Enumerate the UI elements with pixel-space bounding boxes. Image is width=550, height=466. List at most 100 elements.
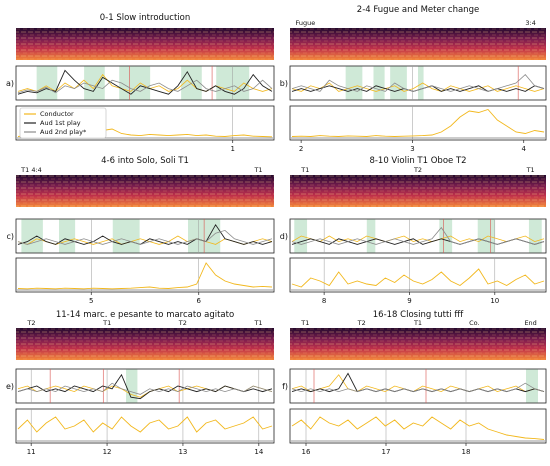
legend-box <box>19 107 107 139</box>
spectrogram-texture <box>16 28 274 60</box>
conductor-activity-line <box>291 108 545 137</box>
legend-label: Aud 2nd play* <box>40 128 87 136</box>
x-tick-label: 9 <box>407 297 411 305</box>
x-tick-label: 2 <box>299 145 303 153</box>
conductor-line <box>291 235 545 243</box>
aud2-line <box>291 226 545 245</box>
x-tick-label: 3 <box>410 145 414 153</box>
conductor-line <box>17 73 273 92</box>
x-tick-label: 5 <box>89 297 93 305</box>
highlight-band <box>390 66 407 100</box>
activity-axes <box>289 105 547 141</box>
highlight-band <box>345 66 363 100</box>
aud1-line <box>17 223 273 245</box>
section-marker: T1 <box>526 166 535 174</box>
x-tick-label: 1 <box>230 145 234 153</box>
conductor-activity-line <box>17 262 273 290</box>
activity-axes <box>289 257 547 293</box>
panel-3: 4-6 into Solo, Soli T1 T1 4:4 T1 c) 5 6 <box>6 156 275 305</box>
highlight-band <box>36 66 58 100</box>
section-marker: T1 <box>253 166 262 174</box>
spectrogram-texture <box>290 328 546 360</box>
panel-label: a) <box>6 79 14 88</box>
aud2-line <box>291 74 545 92</box>
panel-title: 0-1 Slow introduction <box>100 13 191 23</box>
x-tick-label: 10 <box>490 297 499 305</box>
highlight-band <box>439 219 453 253</box>
activity-axes <box>15 408 275 444</box>
legend-label: Aud 1st play <box>40 119 81 127</box>
highlight-band <box>373 66 385 100</box>
envelope-axes <box>15 218 275 254</box>
aud2-line <box>291 382 545 393</box>
highlight-band <box>366 219 376 253</box>
x-tick-label: 12 <box>103 448 112 456</box>
activity-axes <box>289 408 547 444</box>
section-marker: T1 <box>253 319 262 327</box>
aud1-line <box>17 373 273 400</box>
legend-label: Conductor <box>40 110 74 118</box>
x-tick-label: 17 <box>382 448 391 456</box>
panel-5: 11-14 marc. e pesante to marcato agitato… <box>6 310 275 456</box>
highlight-band <box>59 219 76 253</box>
section-marker: T1 <box>102 319 111 327</box>
panel-label: f) <box>282 382 288 391</box>
panel-title: 16-18 Closing tutti fff <box>373 310 464 320</box>
highlight-band <box>112 219 140 253</box>
section-marker: Fugue <box>295 19 315 27</box>
panel-title: 4-6 into Solo, Soli T1 <box>101 156 189 166</box>
highlight-band <box>21 219 43 253</box>
panel-title: 2-4 Fugue and Meter change <box>357 5 479 15</box>
highlight-band <box>126 369 138 403</box>
aud2-line <box>17 382 273 395</box>
section-marker: T2 <box>413 166 422 174</box>
highlight-band <box>528 219 542 253</box>
highlight-band <box>418 66 424 100</box>
panel-title: 8-10 Violin T1 Oboe T2 <box>369 156 466 166</box>
section-marker: T1 <box>300 166 309 174</box>
panel-title: 11-14 marc. e pesante to marcato agitato <box>56 310 234 320</box>
highlight-band <box>84 66 105 100</box>
panel-label: b) <box>280 79 288 88</box>
highlight-band <box>119 66 151 100</box>
panel-2: 2-4 Fugue and Meter change Fugue 3:4 b) 2 3 4 <box>280 5 547 153</box>
x-tick-label: 18 <box>462 448 471 456</box>
activity-axes <box>15 257 275 293</box>
spectrogram-texture <box>290 175 546 207</box>
x-tick-label: 13 <box>178 448 187 456</box>
panel-label: e) <box>6 382 14 391</box>
section-marker: Co. <box>469 319 479 327</box>
x-tick-label: 8 <box>322 297 326 305</box>
section-marker: T2 <box>26 319 35 327</box>
envelope-axes <box>289 368 547 404</box>
spectrogram-texture <box>16 175 274 207</box>
section-marker: 3:4 <box>525 19 535 27</box>
aud2-line <box>17 79 273 94</box>
section-marker: T2 <box>178 319 187 327</box>
x-tick-label: 4 <box>522 145 527 153</box>
section-marker: T1 <box>300 319 309 327</box>
spectrogram-texture <box>290 28 546 60</box>
aud2-line <box>17 229 273 245</box>
panel-4: 8-10 Violin T1 Oboe T2 T1 T2 T1 d) 8 9 10 <box>280 156 547 305</box>
spectrogram-texture <box>16 328 274 360</box>
conductor-activity-line <box>17 416 273 433</box>
section-marker: End <box>524 319 536 327</box>
x-tick-label: 11 <box>27 448 36 456</box>
envelope-axes <box>289 218 547 254</box>
aud1-line <box>17 69 273 95</box>
panel-label: c) <box>6 232 14 241</box>
highlight-band <box>526 369 538 403</box>
panel-label: d) <box>280 232 288 241</box>
x-tick-label: 14 <box>254 448 263 456</box>
section-marker: T2 <box>357 319 366 327</box>
section-marker: T1 4:4 <box>20 166 42 174</box>
highlight-band <box>477 219 495 253</box>
x-tick-label: 6 <box>197 297 202 305</box>
x-tick-label: 16 <box>302 448 311 456</box>
conductor-activity-line <box>291 416 545 440</box>
conductor-activity-line <box>291 268 545 288</box>
section-marker: T1 <box>413 319 422 327</box>
